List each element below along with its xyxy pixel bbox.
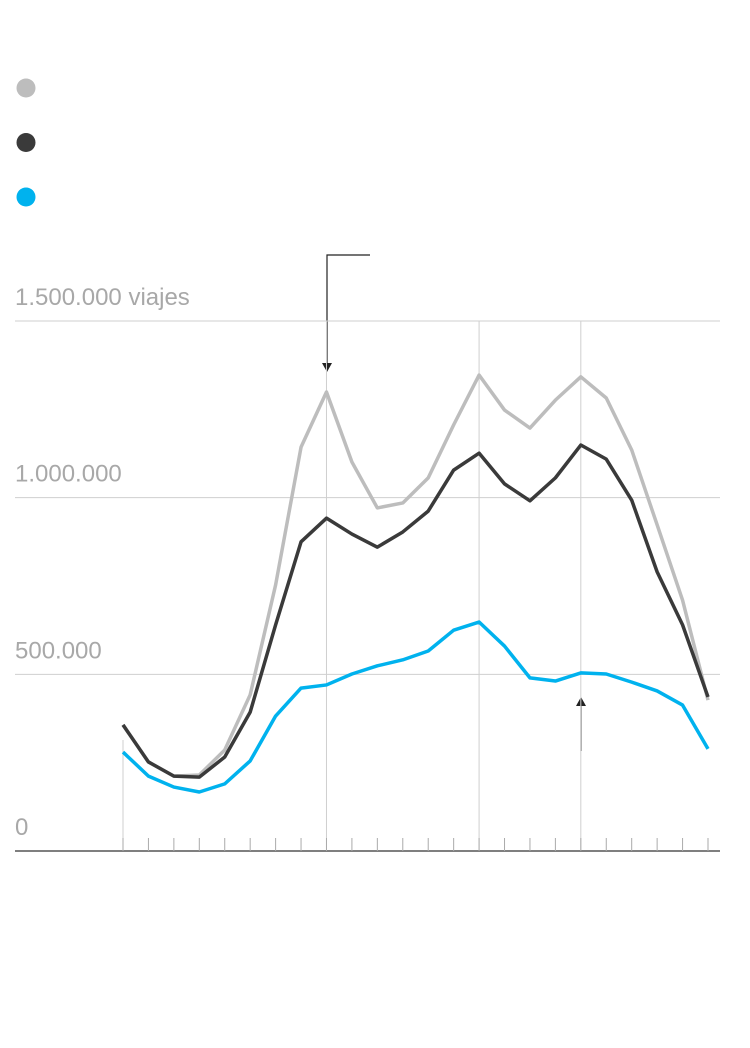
y-tick-label: 1.500.000 viajes xyxy=(15,284,190,311)
legend-marker xyxy=(16,78,36,98)
arrow-line xyxy=(326,254,370,364)
data-line xyxy=(121,443,710,779)
y-tick-label: 500.000 xyxy=(15,637,102,664)
y-tick-label: 1.000.000 xyxy=(15,461,122,488)
y-tick-label: 0 xyxy=(15,814,28,841)
data-line xyxy=(121,373,710,778)
annotation-arrows xyxy=(326,254,582,751)
arrow-head xyxy=(322,363,332,372)
legend-marker xyxy=(16,133,36,152)
legend-marker xyxy=(16,187,36,207)
data-line xyxy=(121,620,710,794)
